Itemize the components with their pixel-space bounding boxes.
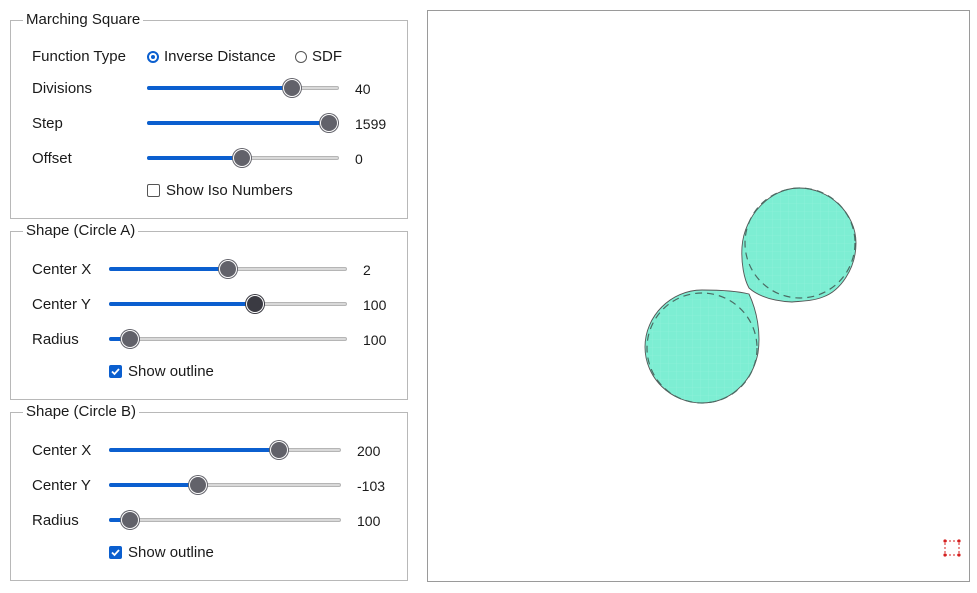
step-value: 1599 — [355, 116, 387, 132]
circle-a-show-outline-checkbox[interactable]: Show outline — [109, 363, 214, 380]
radio-off-icon — [295, 50, 307, 63]
circle-a-radius-slider[interactable] — [109, 330, 347, 350]
checkbox-label: Show Iso Numbers — [166, 182, 293, 199]
circle-a-group: Shape (Circle A) Center X 2 Center Y 100… — [10, 222, 408, 400]
circle-a-center-y-slider[interactable] — [109, 295, 347, 315]
divisions-slider[interactable] — [147, 79, 339, 99]
radius-label: Radius — [32, 512, 79, 529]
center-y-value: -103 — [357, 478, 386, 494]
circle-b-outline — [744, 187, 856, 299]
offset-label: Offset — [32, 150, 72, 167]
radio-on-icon — [147, 50, 159, 63]
slider-thumb[interactable] — [246, 295, 264, 313]
metaball-lower-lobe — [644, 289, 760, 404]
slider-thumb[interactable] — [320, 114, 338, 132]
center-y-label: Center Y — [32, 296, 91, 313]
slider-thumb[interactable] — [270, 441, 288, 459]
group-title: Shape (Circle A) — [23, 222, 139, 240]
center-x-value: 200 — [357, 443, 381, 459]
canvas-panel[interactable] — [427, 10, 970, 582]
radius-value: 100 — [357, 513, 381, 529]
offset-slider[interactable] — [147, 149, 339, 169]
divisions-label: Divisions — [32, 80, 93, 97]
marching-square-group: Marching Square Function Type Inverse Di… — [10, 11, 408, 219]
group-title: Marching Square — [23, 11, 144, 29]
slider-thumb[interactable] — [283, 79, 301, 97]
center-x-value: 2 — [363, 262, 371, 278]
slider-fill — [147, 156, 242, 160]
divisions-value: 40 — [355, 81, 371, 97]
offset-value: 0 — [355, 151, 363, 167]
slider-fill — [147, 121, 329, 125]
slider-fill — [109, 448, 279, 452]
slider-fill — [109, 267, 228, 271]
metaball-upper-lobe — [741, 187, 857, 303]
slider-track — [109, 518, 341, 522]
slider-thumb[interactable] — [189, 476, 207, 494]
radio-label: SDF — [312, 48, 342, 65]
radio-label: Inverse Distance — [164, 48, 276, 65]
radius-label: Radius — [32, 331, 79, 348]
checkbox-checked-icon — [109, 546, 122, 559]
radio-inverse-distance[interactable]: Inverse Distance — [147, 48, 276, 65]
slider-fill — [109, 483, 198, 487]
show-iso-numbers-checkbox[interactable]: Show Iso Numbers — [147, 182, 293, 199]
circle-b-show-outline-checkbox[interactable]: Show outline — [109, 544, 214, 561]
step-label: Step — [32, 115, 63, 132]
circle-b-center-x-slider[interactable] — [109, 441, 341, 461]
step-slider[interactable] — [147, 114, 339, 134]
center-y-value: 100 — [363, 297, 387, 313]
slider-thumb[interactable] — [121, 511, 139, 529]
slider-thumb[interactable] — [233, 149, 251, 167]
checkbox-checked-icon — [109, 365, 122, 378]
circle-b-radius-slider[interactable] — [109, 511, 341, 531]
slider-fill — [109, 337, 130, 341]
slider-thumb[interactable] — [121, 330, 139, 348]
center-y-label: Center Y — [32, 477, 91, 494]
radio-sdf[interactable]: SDF — [295, 48, 342, 65]
canvas-drawing[interactable] — [428, 11, 969, 581]
circle-a-outline — [646, 292, 758, 404]
slider-fill — [109, 302, 255, 306]
circle-a-center-x-slider[interactable] — [109, 260, 347, 280]
checkbox-label: Show outline — [128, 544, 214, 561]
circle-b-group: Shape (Circle B) Center X 200 Center Y -… — [10, 403, 408, 581]
checkbox-label: Show outline — [128, 363, 214, 380]
resize-corners-icon[interactable] — [943, 539, 961, 557]
center-x-label: Center X — [32, 261, 92, 278]
radius-value: 100 — [363, 332, 387, 348]
slider-fill — [109, 518, 130, 522]
circle-b-center-y-slider[interactable] — [109, 476, 341, 496]
checkbox-unchecked-icon — [147, 184, 160, 197]
slider-track — [109, 337, 347, 341]
group-title: Shape (Circle B) — [23, 403, 140, 421]
function-type-label: Function Type — [32, 48, 126, 65]
slider-fill — [147, 86, 292, 90]
center-x-label: Center X — [32, 442, 92, 459]
slider-thumb[interactable] — [219, 260, 237, 278]
